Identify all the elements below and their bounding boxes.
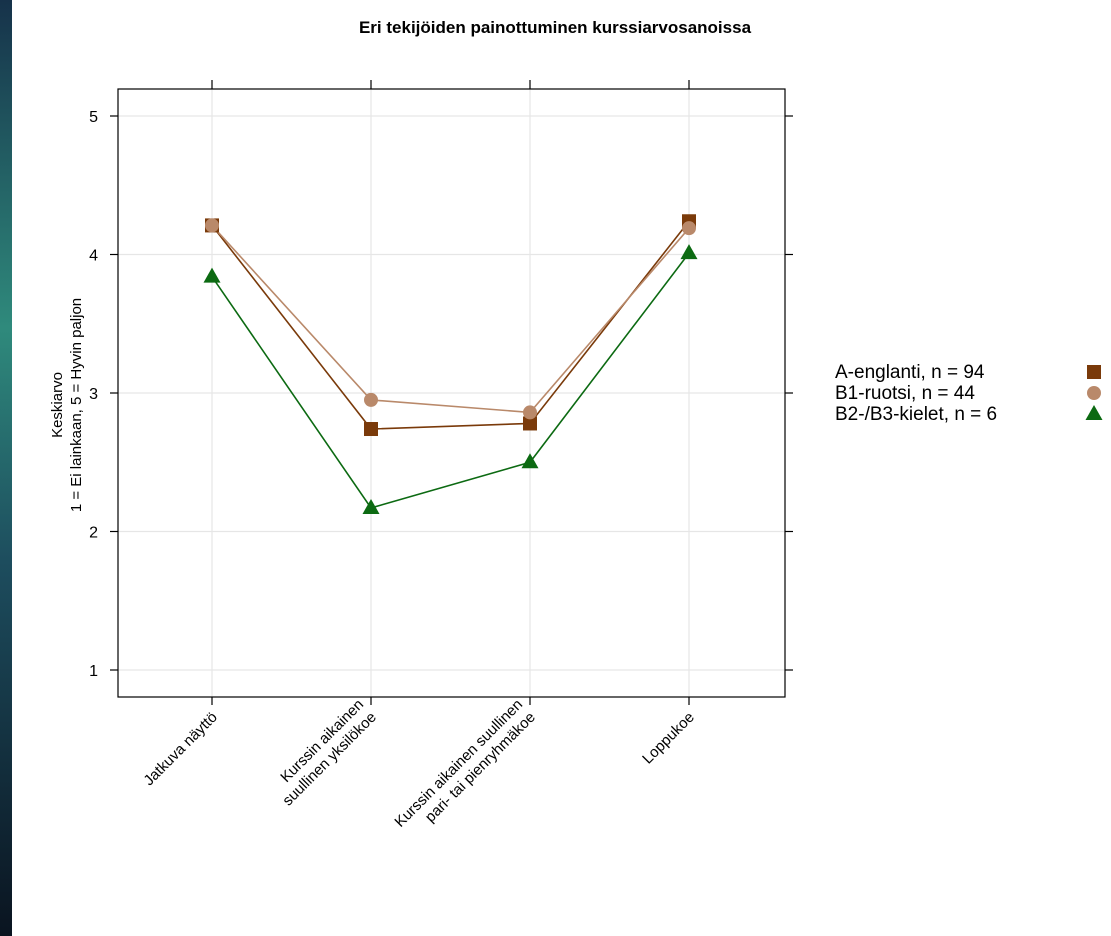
legend-label: B1-ruotsi, n = 44 [835, 383, 975, 404]
y-tick-label: 5 [89, 109, 98, 126]
x-tick-label: Jatkuva näyttö [140, 709, 220, 789]
data-point [362, 498, 380, 514]
data-point [203, 267, 221, 283]
series-lines [211, 220, 690, 509]
y-tick-label: 2 [89, 525, 98, 542]
y-tick-label: 1 [89, 663, 98, 680]
legend-marker [1085, 405, 1103, 420]
x-tick-label: Loppukoe [639, 709, 698, 768]
data-point [521, 453, 539, 469]
legend-label: B2-/B3-kielet, n = 6 [835, 404, 997, 425]
data-point [523, 416, 537, 431]
x-tick-label-line: Kurssin aikainen suullinen [391, 696, 526, 831]
series-line [211, 252, 690, 509]
data-point [364, 392, 378, 407]
grid-lines [118, 89, 785, 697]
axis-ticks: 1 2 3 4 5 Jatkuva näyttö Kurssin aikainensuull… [89, 80, 793, 831]
x-tick-label-line: Jatkuva näyttö [140, 709, 220, 789]
x-tick-label-line: Loppukoe [639, 709, 698, 768]
data-point [364, 422, 378, 437]
y-axis-label: Keskiarvo 1 = Ei lainkaan, 5 = Hyvin pal… [49, 298, 85, 512]
series-line [211, 220, 690, 430]
chart-panel [12, 0, 1111, 936]
y-axis-label-line1: Keskiarvo [49, 372, 66, 438]
legend-label: A-englanti, n = 94 [835, 362, 985, 383]
series-line [211, 224, 690, 414]
y-axis-label-line2: 1 = Ei lainkaan, 5 = Hyvin paljon [68, 298, 85, 512]
x-tick-label-line: pari- tai pienryhmäkoe [422, 709, 539, 826]
y-tick-label: 3 [89, 386, 98, 403]
data-point [523, 405, 537, 420]
data-point [205, 218, 219, 233]
chart-title: Eri tekijöiden painottuminen kurssiarvos… [359, 18, 752, 37]
y-tick-label: 4 [89, 248, 98, 265]
legend-marker [1087, 365, 1101, 379]
data-point [680, 244, 698, 260]
series-markers [203, 214, 698, 514]
legend-marker [1087, 386, 1101, 400]
data-point [682, 221, 696, 236]
